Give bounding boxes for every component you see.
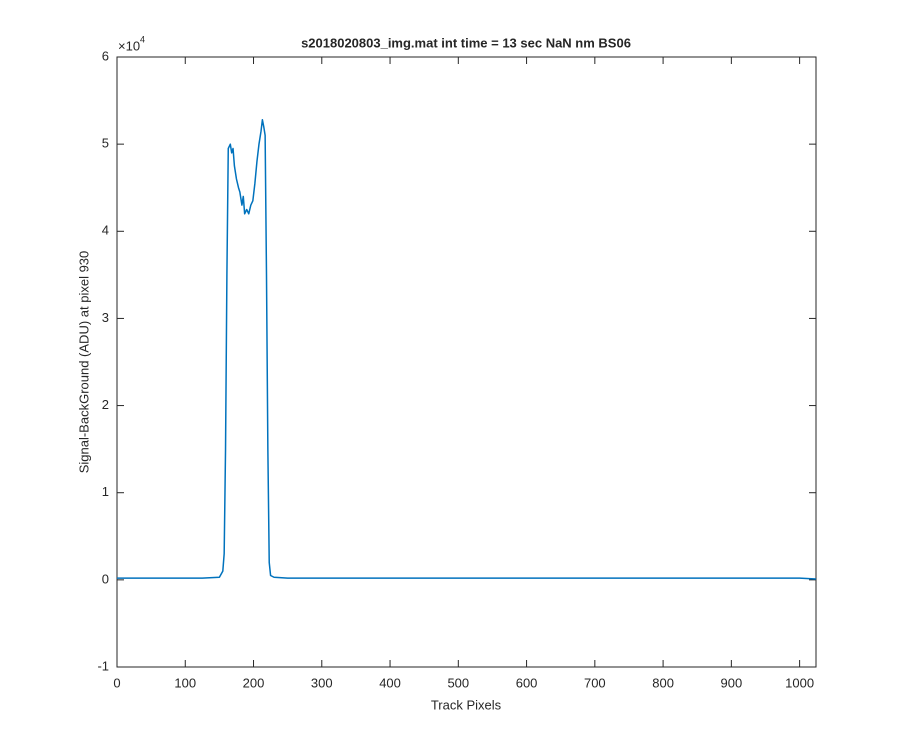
x-tick-label: 200 (243, 675, 265, 690)
y-tick-label: -1 (97, 658, 109, 673)
chart-title: s2018020803_img.mat int time = 13 sec Na… (301, 35, 631, 50)
y-tick-label: 5 (102, 136, 109, 151)
y-multiplier-exponent: 4 (140, 34, 145, 44)
y-tick-label: 0 (102, 571, 109, 586)
x-tick-label: 300 (311, 675, 333, 690)
x-tick-label: 500 (447, 675, 469, 690)
y-tick-label: 3 (102, 310, 109, 325)
y-multiplier: ×10 (118, 38, 140, 53)
y-tick-label: 4 (102, 223, 109, 238)
x-axis-label: Track Pixels (431, 697, 502, 712)
x-tick-label: 900 (721, 675, 743, 690)
x-tick-label: 800 (652, 675, 674, 690)
data-line (117, 118, 817, 580)
x-tick-label: 600 (516, 675, 538, 690)
y-axis-label: Signal-BackGround (ADU) at pixel 930 (76, 251, 91, 474)
x-tick-label: 400 (379, 675, 401, 690)
x-tick-label: 1000 (785, 675, 814, 690)
x-tick-label: 0 (113, 675, 120, 690)
y-tick-label: 6 (102, 48, 109, 63)
x-tick-label: 100 (174, 675, 196, 690)
plot-area (116, 56, 817, 668)
y-tick-label: 1 (102, 484, 109, 499)
y-tick-label: 2 (102, 397, 109, 412)
x-tick-label: 700 (584, 675, 606, 690)
